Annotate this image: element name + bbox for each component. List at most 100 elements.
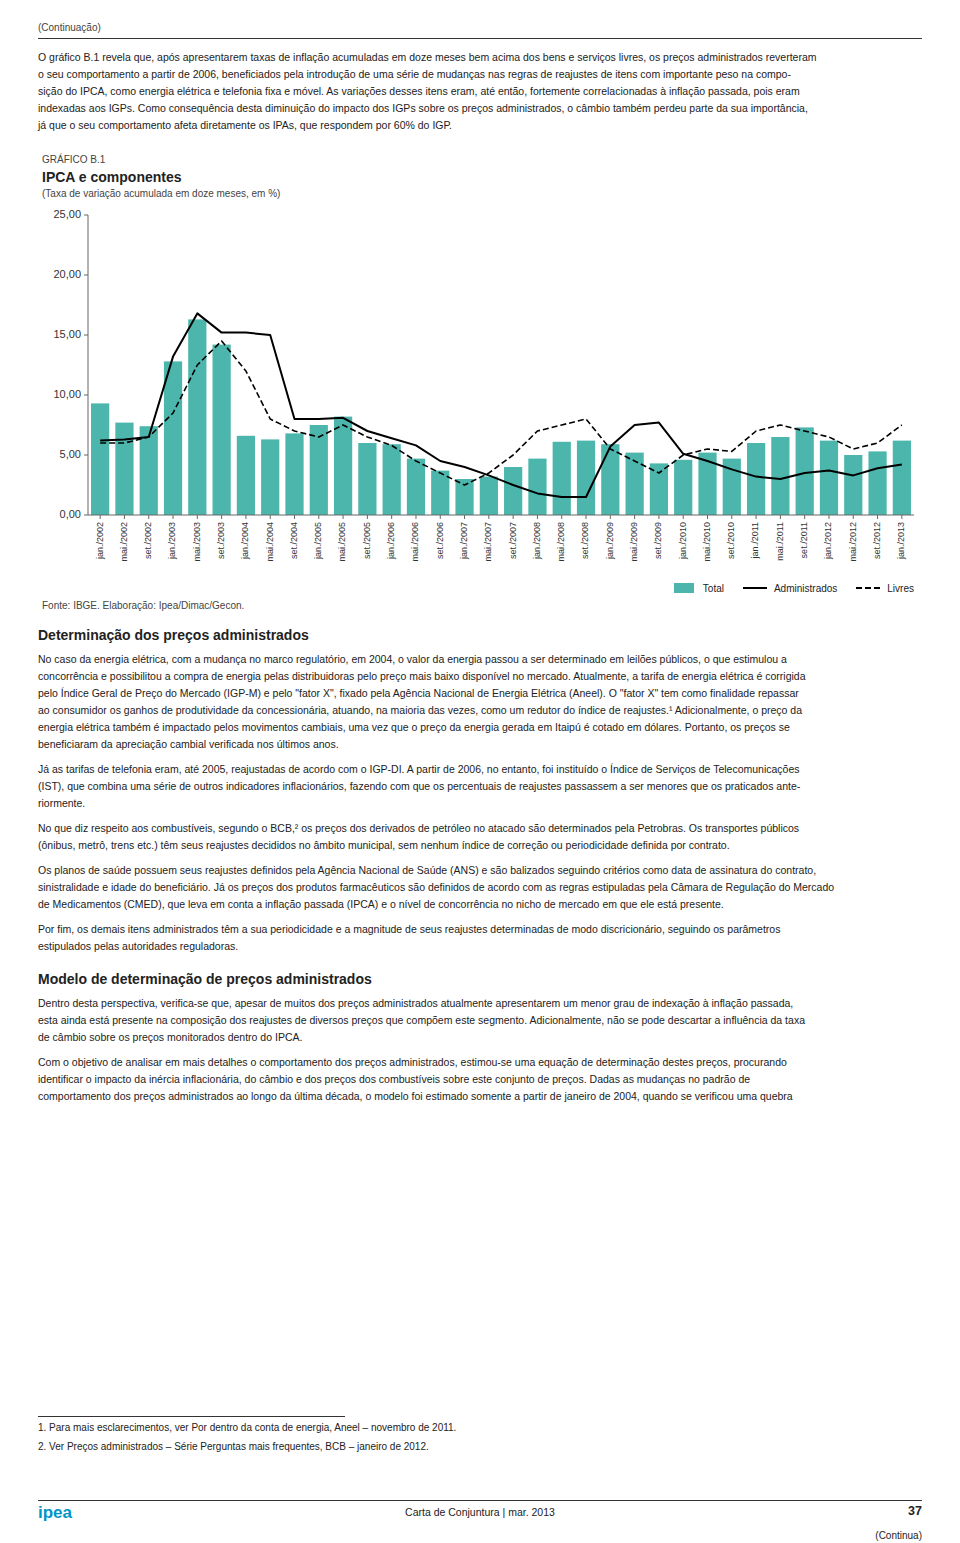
x-tick-label: jan./2009 xyxy=(605,522,615,560)
x-tick-label: mai./2002 xyxy=(119,522,129,562)
bar xyxy=(626,453,644,515)
x-tick-label: mai./2010 xyxy=(702,522,712,562)
bar xyxy=(407,459,425,515)
text-line: No que diz respeito aos combustíveis, se… xyxy=(38,820,922,837)
header-rule xyxy=(38,38,922,39)
x-tick xyxy=(221,515,222,519)
bar xyxy=(747,443,765,515)
bar xyxy=(553,442,571,515)
x-tick-label: set./2005 xyxy=(362,522,372,559)
x-tick-label: mai./2009 xyxy=(629,522,639,562)
x-tick xyxy=(367,515,368,519)
text-line: Por fim, os demais itens administrados t… xyxy=(38,921,922,938)
y-tick xyxy=(84,455,88,456)
y-tick-label: 20,00 xyxy=(53,268,81,280)
x-tick xyxy=(634,515,635,519)
text-line: ao consumidor os ganhos de produtividade… xyxy=(38,702,922,719)
x-tick-label: jan./2012 xyxy=(823,522,833,560)
x-tick-label: jan./2008 xyxy=(532,522,542,560)
y-tick-label: 0,00 xyxy=(60,508,81,520)
footnote: 1. Para mais esclarecimentos, ver Por de… xyxy=(38,1422,456,1433)
legend-swatch xyxy=(742,582,768,594)
x-tick xyxy=(100,515,101,519)
x-tick xyxy=(318,515,319,519)
text-line: Com o objetivo de analisar em mais detal… xyxy=(38,1054,922,1071)
text-line: indexadas aos IGPs. Como consequência de… xyxy=(38,100,922,117)
footnote-rule xyxy=(38,1416,345,1417)
page-number: 37 xyxy=(908,1504,922,1518)
paragraph: Com o objetivo de analisar em mais detal… xyxy=(38,1054,922,1105)
x-tick xyxy=(877,515,878,519)
x-tick xyxy=(780,515,781,519)
x-tick xyxy=(488,515,489,519)
footer-rule xyxy=(38,1500,922,1501)
bar xyxy=(164,361,182,515)
x-tick-label: jan./2005 xyxy=(313,522,323,560)
text-line: concorrência e possibilitou a compra de … xyxy=(38,668,922,685)
x-tick-label: set./2007 xyxy=(508,522,518,559)
x-tick xyxy=(197,515,198,519)
x-tick xyxy=(513,515,514,519)
bar xyxy=(528,459,546,515)
bar xyxy=(334,417,352,515)
text-line: O gráfico B.1 revela que, após apresenta… xyxy=(38,49,922,66)
text-line: comportamento dos preços administrados a… xyxy=(38,1088,922,1105)
text-line: o seu comportamento a partir de 2006, be… xyxy=(38,66,922,83)
bar xyxy=(213,345,231,515)
bar xyxy=(601,444,619,515)
footnote: 2. Ver Preços administrados – Série Perg… xyxy=(38,1441,429,1452)
footer-center: Carta de Conjuntura | mar. 2013 xyxy=(0,1506,960,1518)
bar xyxy=(844,455,862,515)
legend-item: Total xyxy=(671,582,724,594)
chart-subtitle: (Taxa de variação acumulada em doze mese… xyxy=(42,188,922,199)
chart: GRÁFICO B.1IPCA e componentes(Taxa de va… xyxy=(38,154,922,611)
bar xyxy=(383,444,401,515)
bar xyxy=(431,471,449,515)
y-tick xyxy=(84,215,88,216)
x-tick xyxy=(173,515,174,519)
section-heading: Determinação dos preços administrados xyxy=(38,627,922,643)
x-tick xyxy=(464,515,465,519)
x-tick xyxy=(853,515,854,519)
x-tick-label: mai./2011 xyxy=(775,522,785,561)
x-tick xyxy=(124,515,125,519)
text-line: de câmbio sobre os preços monitorados de… xyxy=(38,1029,922,1046)
y-tick xyxy=(84,395,88,396)
text-line: pelo Índice Geral de Preço do Mercado (I… xyxy=(38,685,922,702)
x-tick-label: mai./2008 xyxy=(556,522,566,562)
x-tick-label: jan./2006 xyxy=(386,522,396,560)
x-tick xyxy=(415,515,416,519)
bar xyxy=(868,451,886,515)
text-line: riormente. xyxy=(38,795,922,812)
x-tick xyxy=(610,515,611,519)
line-series xyxy=(100,341,902,485)
header: (Continuação) xyxy=(38,22,922,33)
x-tick xyxy=(148,515,149,519)
footer-brand: ipea xyxy=(38,1503,72,1523)
x-tick xyxy=(537,515,538,519)
text-line: estipulados pelas autoridades reguladora… xyxy=(38,938,922,955)
chart-svg: 0,005,0010,0015,0020,0025,00jan./2002mai… xyxy=(42,205,922,580)
chart-source: Fonte: IBGE. Elaboração: Ipea/Dimac/Geco… xyxy=(42,600,922,611)
footer-end: (Continua) xyxy=(875,1530,922,1541)
x-tick xyxy=(658,515,659,519)
legend-swatch xyxy=(671,582,697,594)
y-tick-label: 15,00 xyxy=(53,328,81,340)
legend-item: Administrados xyxy=(742,582,837,594)
x-tick-label: set./2012 xyxy=(872,522,882,559)
text-line: (ônibus, metrô, trens etc.) têm seus rea… xyxy=(38,837,922,854)
text-line: identificar o impacto da inércia inflaci… xyxy=(38,1071,922,1088)
bar xyxy=(358,443,376,515)
x-tick-label: mai./2005 xyxy=(337,522,347,562)
bar xyxy=(577,441,595,515)
x-tick-label: jan./2007 xyxy=(459,522,469,560)
text-line: Os planos de saúde possuem seus reajuste… xyxy=(38,862,922,879)
x-tick xyxy=(270,515,271,519)
x-tick xyxy=(440,515,441,519)
text-line: beneficiaram da apreciação cambial verif… xyxy=(38,736,922,753)
bar xyxy=(285,433,303,515)
chart-title: IPCA e componentes xyxy=(42,169,922,185)
bar xyxy=(893,441,911,515)
legend-label: Total xyxy=(703,583,724,594)
legend-swatch-line xyxy=(743,587,767,589)
